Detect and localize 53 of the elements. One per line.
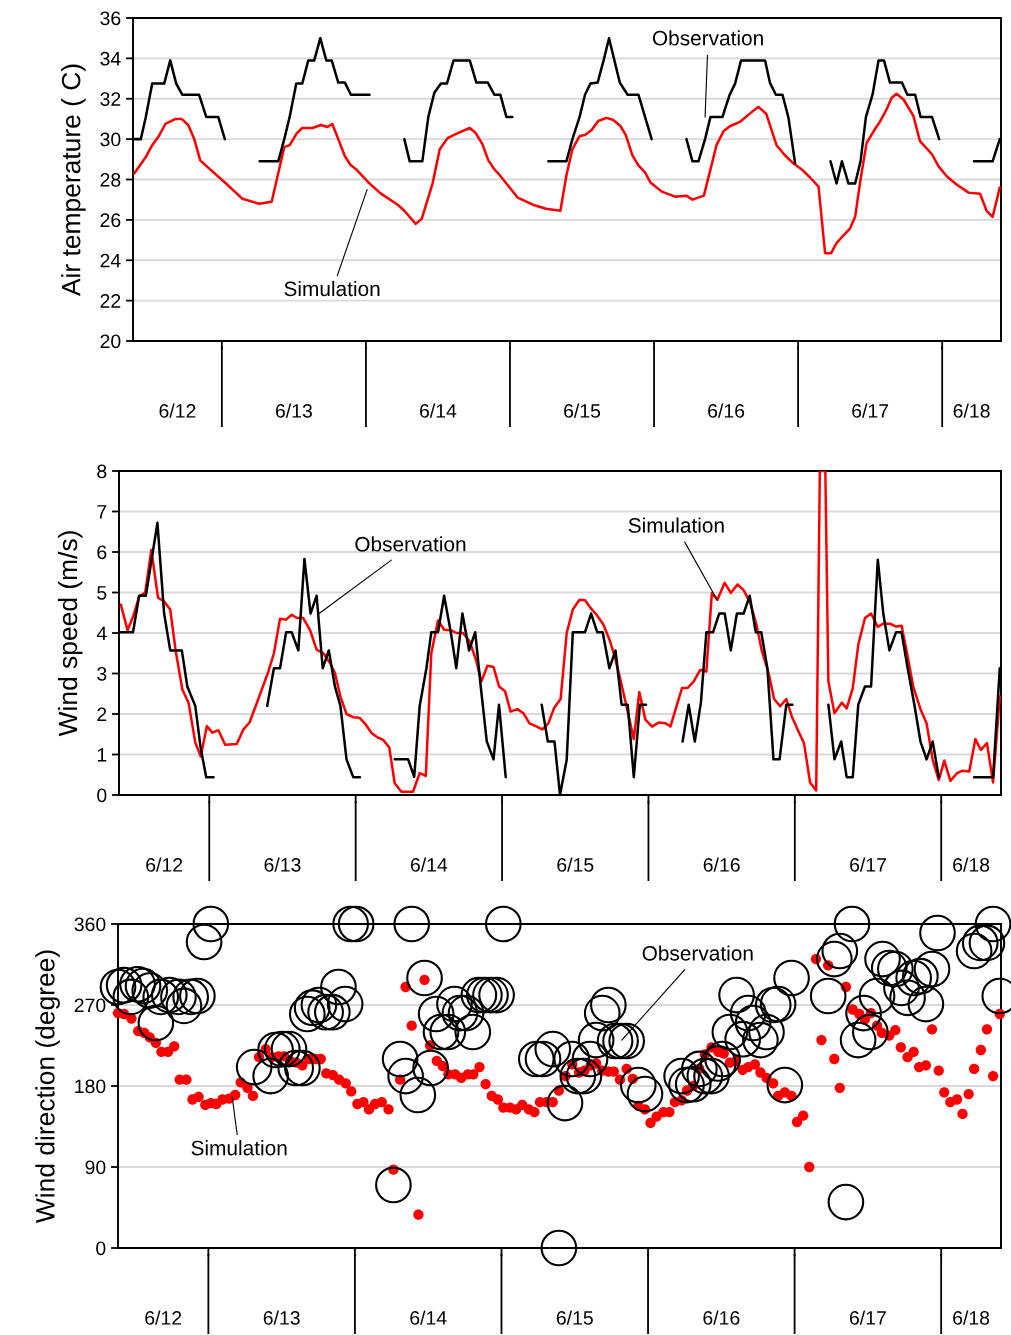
x-tick-label: 6/12 — [159, 403, 196, 418]
y-axis-title: Wind speed (m/s) — [57, 531, 83, 737]
x-tick-label: 6/18 — [953, 403, 990, 418]
y-tick-label: 7 — [97, 505, 107, 519]
x-tick-label: 6/14 — [410, 857, 448, 872]
y-tick-label: 24 — [100, 253, 121, 268]
y-tick-label: 3 — [97, 666, 107, 681]
x-tick-label: 6/17 — [849, 1310, 886, 1325]
x-tick-label: 6/17 — [850, 857, 886, 872]
x-tick-label: 6/13 — [263, 1310, 300, 1325]
x-tick-label: 6/16 — [708, 403, 745, 418]
annotation: Observation — [355, 536, 466, 552]
x-tick-label: 6/18 — [953, 857, 990, 872]
y-tick-label: 2 — [97, 707, 107, 722]
y-axis-title: Air temperature ( C) — [61, 64, 86, 297]
annotation: Observation — [642, 945, 753, 961]
y-tick-label: 6 — [97, 545, 107, 560]
x-tick-label: 6/12 — [145, 1310, 182, 1325]
y-tick-label: 30 — [100, 132, 121, 147]
y-tick-label: 4 — [96, 626, 107, 641]
annotation: Simulation — [284, 280, 380, 297]
y-tick-label: 34 — [100, 51, 121, 66]
x-tick-label: 6/16 — [703, 1310, 740, 1325]
x-tick-label: 6/17 — [852, 403, 889, 418]
y-tick-label: 0 — [97, 788, 107, 803]
x-tick-label: 6/14 — [420, 403, 457, 418]
y-tick-label: 1 — [97, 748, 107, 762]
y-tick-label: 8 — [97, 464, 107, 479]
y-tick-label: 360 — [74, 917, 106, 932]
y-tick-label: 36 — [100, 11, 121, 26]
x-tick-label: 6/13 — [275, 403, 312, 418]
y-tick-label: 28 — [100, 172, 121, 187]
x-tick-label: 6/13 — [264, 857, 301, 872]
y-tick-label: 5 — [97, 586, 107, 600]
y-tick-label: 270 — [74, 998, 106, 1013]
y-tick-label: 26 — [100, 213, 121, 228]
y-tick-label: 20 — [100, 334, 121, 349]
annotation: Simulation — [628, 517, 724, 533]
y-tick-label: 90 — [85, 1160, 106, 1175]
x-tick-label: 6/18 — [953, 1310, 990, 1325]
x-tick-label: 6/14 — [410, 1310, 447, 1325]
y-tick-label: 22 — [100, 294, 121, 308]
y-axis-title: Wind direction (degree) — [35, 950, 60, 1224]
y-tick-label: 180 — [75, 1079, 106, 1094]
x-tick-label: 6/15 — [557, 857, 594, 872]
x-tick-label: 6/15 — [564, 403, 601, 418]
y-tick-label: 0 — [96, 1241, 106, 1256]
annotation: Simulation — [191, 1140, 287, 1156]
x-tick-label: 6/16 — [703, 857, 740, 872]
x-tick-label: 6/12 — [146, 857, 183, 872]
x-tick-label: 6/15 — [556, 1310, 593, 1325]
y-tick-label: 32 — [100, 92, 121, 106]
annotation: Observation — [652, 30, 763, 46]
